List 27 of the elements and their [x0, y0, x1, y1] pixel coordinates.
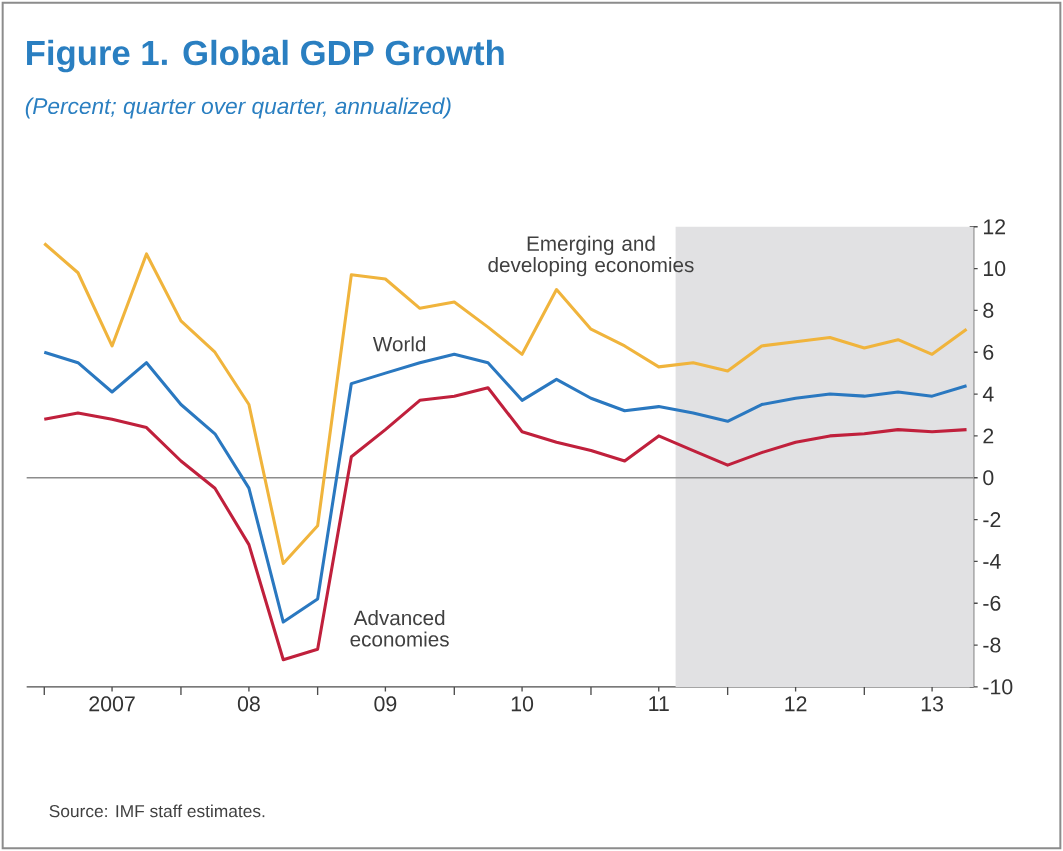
- y-tick-label: 4: [982, 386, 994, 402]
- x-tick-label: 12: [785, 696, 807, 712]
- line-series: [42, 350, 969, 624]
- y-tick-label: 10: [984, 261, 1006, 277]
- y-tick-label: -10: [983, 679, 1013, 695]
- y-tick-label: -8: [983, 637, 1001, 653]
- chart-title: Figure 1. Global GDP Growth: [27, 39, 504, 73]
- chart-subtitle: (Percent; quarter over quarter, annualized): [25, 97, 451, 119]
- x-tick-label: 10: [511, 696, 534, 712]
- x-tick-label: 11: [649, 696, 669, 711]
- series-label: Emerging and developing economies: [488, 235, 694, 277]
- series-label: World: [372, 336, 426, 352]
- line-series: [42, 386, 969, 662]
- x-tick-label: 08: [237, 696, 260, 712]
- y-tick-label: 2: [983, 428, 994, 444]
- x-tick-label: 2007: [89, 696, 135, 712]
- y-tick-label: 8: [983, 302, 994, 318]
- series-label: Advanced economies: [350, 610, 449, 647]
- x-tick-label: 13: [921, 696, 944, 712]
- y-tick-label: -6: [983, 595, 1001, 611]
- y-tick-label: 12: [984, 219, 1006, 235]
- y-tick-label: -4: [983, 554, 1001, 569]
- y-tick-label: 0: [983, 470, 994, 486]
- y-tick-label: -2: [983, 512, 1001, 528]
- source-note: Source: IMF staff estimates.: [49, 804, 265, 818]
- x-tick-label: 09: [374, 696, 397, 712]
- y-tick-label: 6: [983, 344, 994, 360]
